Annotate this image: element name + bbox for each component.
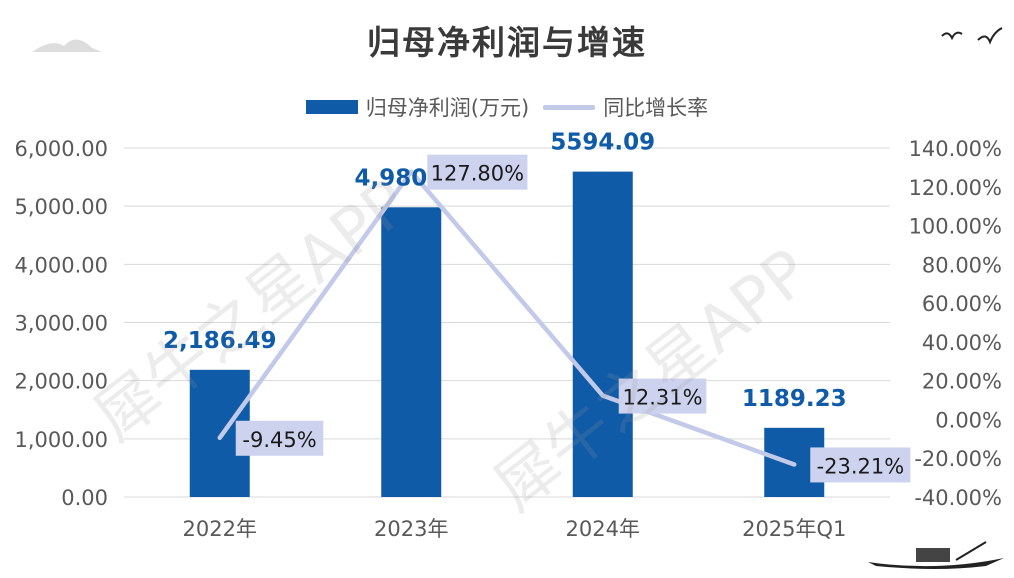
x-tick-label: 2024年 <box>566 517 640 541</box>
y-left-tick-label: 5,000.00 <box>14 195 108 219</box>
growth-line <box>217 169 797 467</box>
y-right-tick-label: 60.00% <box>922 292 1002 316</box>
line-data-label: 12.31% <box>623 386 703 410</box>
line-label-box <box>810 447 911 483</box>
legend-item-profit: 归母净利润(万元) <box>305 92 530 122</box>
legend-label-profit: 归母净利润(万元) <box>365 96 530 120</box>
line-data-label: 127.80% <box>431 162 524 186</box>
bar <box>572 171 633 498</box>
line-data-label: -23.21% <box>817 454 905 478</box>
y-right-tick-label: -20.00% <box>914 447 1002 471</box>
x-tick-label: 2025年Q1 <box>742 517 846 541</box>
y-left-tick-label: 4,000.00 <box>14 253 108 277</box>
y-left-tick-label: 3,000.00 <box>14 312 108 336</box>
chart-legend: 归母净利润(万元) 同比增长率 <box>0 92 1014 122</box>
boat-icon <box>868 541 1004 569</box>
y-left-tick-label: 0.00 <box>61 486 108 510</box>
y-right-tick-label: 40.00% <box>922 331 1002 355</box>
mountain-icon <box>32 39 102 52</box>
bar-data-label: 2,186.49 <box>163 328 277 354</box>
legend-line-swatch <box>543 104 596 110</box>
line-label-box <box>235 420 324 456</box>
y-left-tick-label: 2,000.00 <box>14 370 108 394</box>
y-right-tick-label: 80.00% <box>922 253 1002 277</box>
line-data-label: -9.45% <box>242 428 316 452</box>
legend-bar-swatch <box>305 100 358 114</box>
y-right-tick-label: 0.00% <box>935 408 1002 432</box>
chart-title: 归母净利润与增速 <box>367 23 647 62</box>
birds-icon <box>941 27 1003 45</box>
y-left-tick-label: 6,000.00 <box>14 137 108 161</box>
bar <box>381 207 442 497</box>
y-right-tick-label: 140.00% <box>909 137 1002 161</box>
line-label-box <box>618 378 707 414</box>
y-right-tick-label: -40.00% <box>914 486 1002 510</box>
legend-label-growth: 同比增长率 <box>603 96 709 120</box>
y-left-tick-label: 1,000.00 <box>14 428 108 452</box>
y-right-tick-label: 20.00% <box>922 370 1002 394</box>
x-tick-label: 2022年 <box>183 517 257 541</box>
x-tick-label: 2023年 <box>374 517 448 541</box>
bar-data-label: 1189.23 <box>742 386 847 412</box>
y-right-tick-label: 100.00% <box>909 215 1002 239</box>
line-label-box <box>427 154 528 190</box>
bar-data-label: 5594.09 <box>550 130 655 156</box>
legend-item-growth: 同比增长率 <box>543 92 708 122</box>
y-right-tick-label: 120.00% <box>909 176 1002 200</box>
